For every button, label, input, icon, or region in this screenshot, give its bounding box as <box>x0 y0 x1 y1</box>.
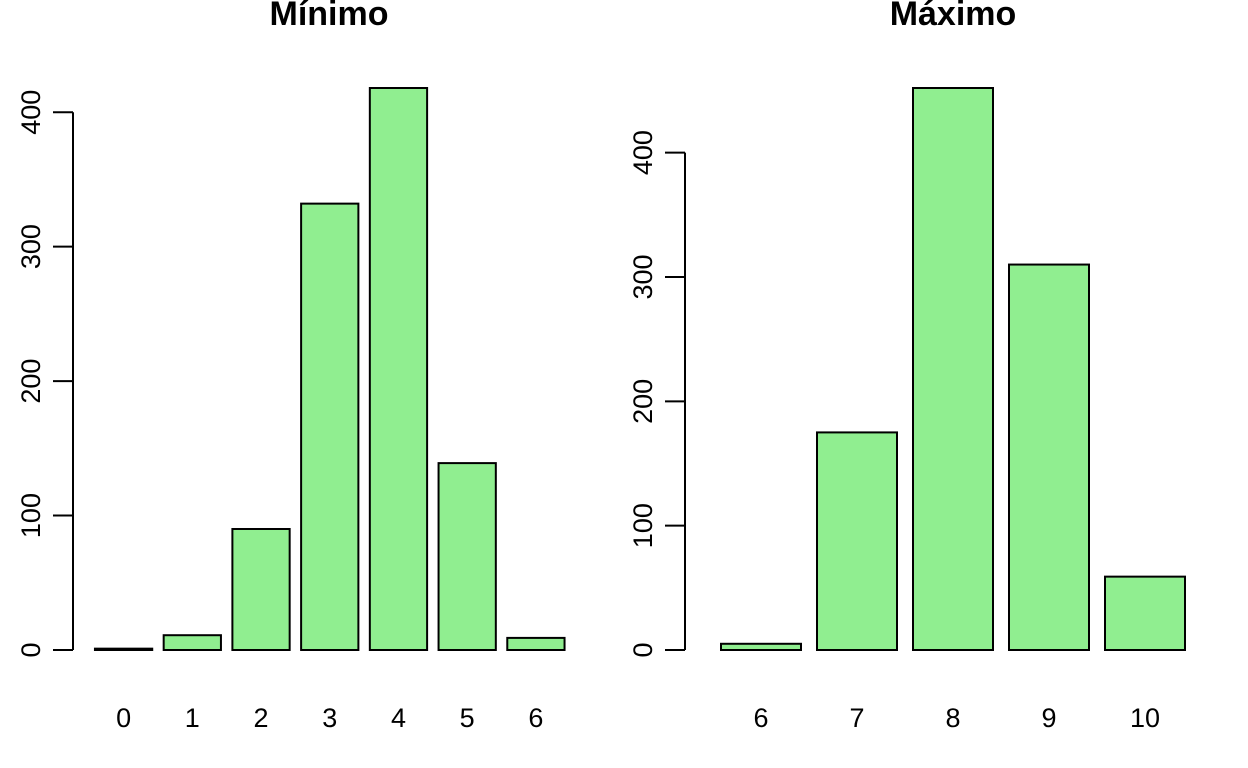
bar-minimo-1 <box>162 634 222 651</box>
y-tick-label: 100 <box>16 493 46 538</box>
y-axis-maximo: 0 100 200 300 400 <box>628 130 686 658</box>
x-tick-label: 9 <box>1041 703 1056 733</box>
x-tick-label: 10 <box>1130 703 1160 733</box>
x-tick-labels-maximo: 6 7 8 9 10 <box>753 703 1160 733</box>
x-tick-label: 1 <box>185 703 200 733</box>
panel-maximo: Máximo 0 100 200 300 400 6 7 8 9 10 <box>628 0 1186 733</box>
bar-maximo-10 <box>1104 575 1186 652</box>
x-tick-label: 4 <box>391 703 406 733</box>
x-tick-label: 2 <box>254 703 269 733</box>
x-tick-label: 7 <box>849 703 864 733</box>
chart-title-maximo: Máximo <box>890 0 1017 33</box>
y-tick-label: 400 <box>16 90 46 135</box>
y-tick-label: 100 <box>628 503 658 548</box>
bar-minimo-2 <box>231 527 291 652</box>
x-tick-label: 6 <box>753 703 768 733</box>
x-tick-label: 6 <box>528 703 543 733</box>
panel-minimo: Mínimo 0 100 200 300 400 0 1 2 3 4 5 6 <box>16 0 566 733</box>
bar-minimo-4 <box>368 87 429 651</box>
bars-minimo <box>93 87 566 652</box>
bar-maximo-7 <box>816 431 898 651</box>
x-tick-label: 8 <box>945 703 960 733</box>
y-axis-minimo: 0 100 200 300 400 <box>16 90 74 658</box>
y-tick-label: 400 <box>628 130 658 175</box>
x-tick-label: 5 <box>460 703 475 733</box>
y-tick-label: 0 <box>16 642 46 657</box>
bar-minimo-0 <box>93 647 154 652</box>
y-tick-label: 200 <box>628 379 658 424</box>
bar-minimo-5 <box>437 462 497 651</box>
x-tick-labels-minimo: 0 1 2 3 4 5 6 <box>116 703 543 733</box>
bar-maximo-9 <box>1008 263 1090 651</box>
y-tick-label: 300 <box>628 254 658 299</box>
y-tick-label: 300 <box>16 224 46 269</box>
bar-maximo-8 <box>912 87 994 651</box>
bar-maximo-6 <box>720 642 802 652</box>
y-tick-label: 0 <box>628 642 658 657</box>
x-tick-label: 3 <box>322 703 337 733</box>
x-tick-label: 0 <box>116 703 131 733</box>
y-tick-label: 200 <box>16 359 46 404</box>
bar-minimo-3 <box>300 202 360 651</box>
bars-maximo <box>720 87 1186 652</box>
chart-title-minimo: Mínimo <box>270 0 389 33</box>
bar-minimo-6 <box>506 636 566 652</box>
